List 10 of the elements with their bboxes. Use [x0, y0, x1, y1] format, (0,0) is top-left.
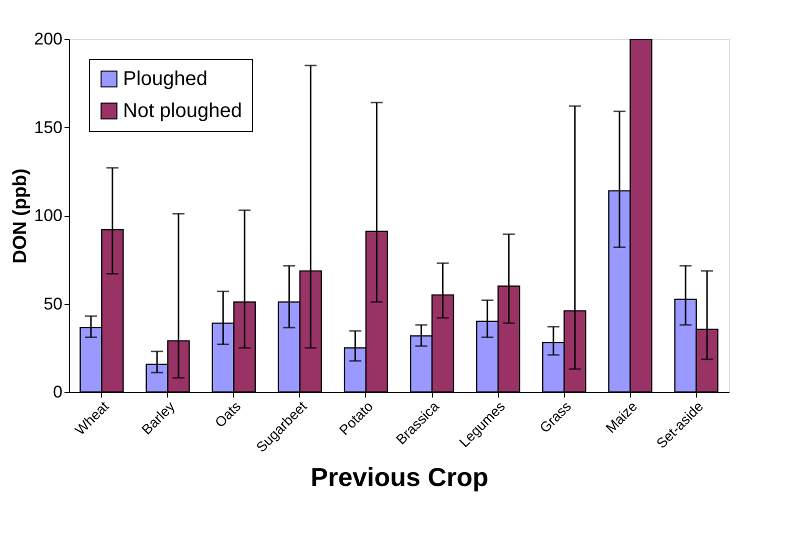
y-tick-label: 100 — [34, 206, 62, 225]
x-axis-title: Previous Crop — [310, 462, 488, 492]
x-tick-label: Oats — [212, 398, 244, 430]
y-tick-label: 0 — [53, 382, 62, 402]
y-tick-label: 50 — [44, 294, 62, 314]
legend-label: Ploughed — [123, 68, 208, 90]
y-tick-label: 150 — [34, 118, 62, 137]
legend-label: Not ploughed — [123, 100, 242, 122]
y-tick-label: 200 — [34, 30, 62, 48]
y-axis-title: DON (ppb) — [10, 168, 32, 264]
